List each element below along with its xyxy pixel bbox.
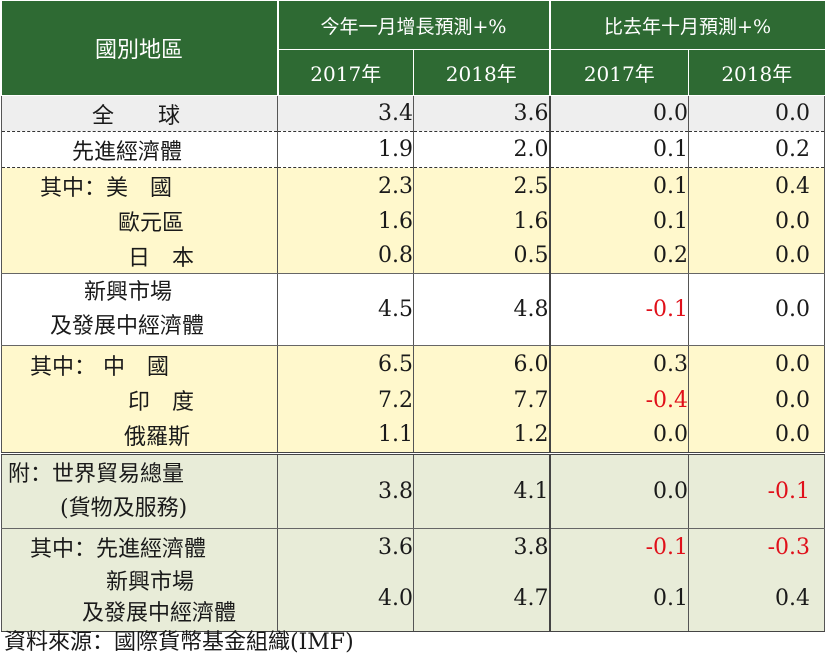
row-label-line: 附：世界貿易總量 <box>8 461 185 487</box>
header-group-diff: 比去年十月預測+% <box>548 1 825 50</box>
cell-value: 0.4 <box>688 565 826 632</box>
header-year: 2018年 <box>413 49 551 96</box>
header-year: 2017年 <box>548 49 690 96</box>
table-row: 其中：美 國 2.3 2.5 0.1 0.4 <box>1 167 826 204</box>
row-label: 先進經濟體 <box>1 131 278 168</box>
cell-value: 6.5 <box>277 345 414 383</box>
cell-value: 0.4 <box>688 167 826 204</box>
header-year: 2017年 <box>277 49 414 96</box>
table-row: 新興市場 及發展中經濟體 4.5 4.8 -0.1 0.0 <box>1 273 826 346</box>
cell-value: 3.6 <box>413 95 551 132</box>
row-label-line: (貨物及服務) <box>60 495 188 521</box>
row-label: 其中：先進經濟體 <box>1 528 278 565</box>
cell-value: 3.8 <box>277 452 414 529</box>
cell-value: -0.3 <box>688 528 826 565</box>
cell-value: 1.6 <box>413 204 551 238</box>
cell-value: 0.2 <box>549 238 690 274</box>
cell-value: 0.0 <box>549 452 690 529</box>
row-label-line: 及發展中經濟體 <box>50 313 205 339</box>
row-label-line: 新興市場 <box>106 570 195 595</box>
cell-value: 0.0 <box>549 417 690 454</box>
cell-value: 7.2 <box>277 383 414 417</box>
cell-value: 7.7 <box>413 383 551 417</box>
table-row: 印 度 7.2 7.7 -0.4 0.0 <box>1 383 826 417</box>
cell-value: 3.8 <box>413 528 551 565</box>
cell-value: -0.1 <box>688 452 826 529</box>
header-group-current: 今年一月增長預測+% <box>277 1 551 50</box>
cell-value: 0.5 <box>413 238 551 274</box>
header-year: 2018年 <box>688 49 825 96</box>
cell-value: 3.6 <box>277 528 414 565</box>
cell-value: 1.9 <box>277 131 414 168</box>
cell-value: 1.6 <box>277 204 414 238</box>
cell-value: 0.0 <box>688 238 826 274</box>
cell-value: -0.1 <box>549 528 690 565</box>
cell-value: -0.1 <box>549 273 690 346</box>
table-row: 全 球 3.4 3.6 0.0 0.0 <box>1 95 826 132</box>
cell-value: 0.1 <box>549 131 690 168</box>
row-label: 俄羅斯 <box>1 417 278 454</box>
cell-value: 6.0 <box>413 345 551 383</box>
row-label-line: 新興市場 <box>84 279 173 305</box>
row-label-line: 及發展中經濟體 <box>82 601 237 626</box>
cell-value: 0.3 <box>549 345 690 383</box>
cell-value: 0.1 <box>549 565 690 632</box>
table-row: 其中：先進經濟體 3.6 3.8 -0.1 -0.3 <box>1 528 826 565</box>
cell-value: 0.0 <box>688 95 826 132</box>
cell-value: 1.2 <box>413 417 551 454</box>
row-label: 其中： 中 國 <box>1 345 278 383</box>
table-row: 俄羅斯 1.1 1.2 0.0 0.0 <box>1 417 826 454</box>
cell-value: 0.2 <box>688 131 826 168</box>
header-region: 國別地區 <box>1 1 279 96</box>
cell-value: 0.0 <box>688 204 826 238</box>
cell-value: 2.3 <box>277 167 414 204</box>
row-label: 歐元區 <box>1 204 278 238</box>
table-row: 其中： 中 國 6.5 6.0 0.3 0.0 <box>1 345 826 383</box>
cell-value: 0.0 <box>688 383 826 417</box>
cell-value: 0.1 <box>549 167 690 204</box>
cell-value: 0.1 <box>549 204 690 238</box>
row-label: 其中：美 國 <box>1 167 278 204</box>
cell-value: 4.5 <box>277 273 414 346</box>
row-label: 新興市場 及發展中經濟體 <box>1 273 278 346</box>
row-label: 附：世界貿易總量 (貨物及服務) <box>1 452 278 529</box>
cell-value: 0.0 <box>688 345 826 383</box>
source-note: 資料來源：國際貨幣基金組織(IMF) <box>4 630 354 655</box>
cell-value: 2.0 <box>413 131 551 168</box>
cell-value: 4.8 <box>413 273 551 346</box>
cell-value: -0.4 <box>549 383 690 417</box>
cell-value: 0.8 <box>277 238 414 274</box>
table-row: 先進經濟體 1.9 2.0 0.1 0.2 <box>1 131 826 168</box>
cell-value: 4.7 <box>413 565 551 632</box>
row-label: 新興市場 及發展中經濟體 <box>1 565 278 632</box>
imf-forecast-table: 國別地區 今年一月增長預測+% 比去年十月預測+% 2017年 2018年 20… <box>1 1 826 632</box>
cell-value: 0.0 <box>688 273 826 346</box>
cell-value: 2.5 <box>413 167 551 204</box>
row-label: 日 本 <box>1 238 278 274</box>
cell-value: 3.4 <box>277 95 414 132</box>
row-label: 印 度 <box>1 383 278 417</box>
table-row: 新興市場 及發展中經濟體 4.0 4.7 0.1 0.4 <box>1 565 826 632</box>
cell-value: 4.1 <box>413 452 551 529</box>
cell-value: 4.0 <box>277 565 414 632</box>
cell-value: 0.0 <box>688 417 826 454</box>
table-row: 日 本 0.8 0.5 0.2 0.0 <box>1 238 826 274</box>
cell-value: 1.1 <box>277 417 414 454</box>
row-label: 全 球 <box>1 95 278 132</box>
table-row: 歐元區 1.6 1.6 0.1 0.0 <box>1 204 826 238</box>
cell-value: 0.0 <box>549 95 690 132</box>
table-row: 附：世界貿易總量 (貨物及服務) 3.8 4.1 0.0 -0.1 <box>1 452 826 529</box>
